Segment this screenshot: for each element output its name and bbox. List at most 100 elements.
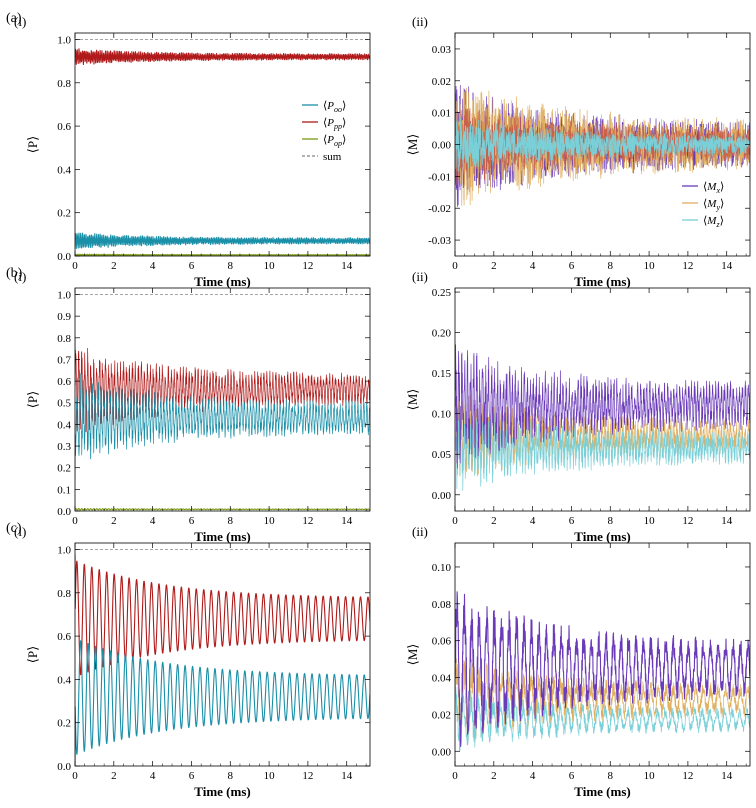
series-line-P_op — [75, 507, 370, 511]
x-tick-label: 4 — [150, 260, 156, 272]
y-tick-label: 0.25 — [432, 287, 452, 299]
y-tick-label: 0.06 — [432, 636, 452, 648]
x-tick-label: 14 — [721, 260, 733, 272]
y-tick-label: 0.0 — [57, 251, 71, 263]
y-tick-label: 0.2 — [57, 718, 71, 730]
x-tick-label: 10 — [264, 770, 276, 782]
x-tick-label: 2 — [111, 515, 117, 527]
x-tick-label: 4 — [530, 515, 536, 527]
x-tick-label: 0 — [452, 515, 458, 527]
y-tick-label: 0.9 — [57, 311, 71, 323]
x-tick-label: 10 — [644, 770, 656, 782]
row-label: (a) — [6, 11, 22, 26]
x-tick-label: 4 — [530, 770, 536, 782]
legend-label: ⟨My⟩ — [703, 198, 724, 212]
x-tick-label: 14 — [721, 770, 733, 782]
series-line-M_z — [455, 405, 750, 492]
y-axis-label: ⟨M⟩ — [405, 134, 420, 156]
y-tick-label: 0.7 — [57, 354, 71, 366]
y-tick-label: -0.03 — [428, 235, 451, 247]
chart-b-ii: 0 2 4 6 8 10 12 14 0.00 0.05 0.10 0.15 0.20 0.25 Time … — [405, 287, 751, 544]
y-tick-label: 0.6 — [57, 121, 71, 133]
x-tick-label: 0 — [72, 260, 78, 272]
plot-frame — [454, 287, 751, 512]
x-tick-label: 14 — [341, 515, 353, 527]
x-tick-label: 6 — [569, 515, 575, 527]
legend-label: ⟨Pop⟩ — [323, 134, 346, 148]
x-axis-label: Time (ms) — [574, 529, 630, 544]
chart-c-ii: 0 2 4 6 8 10 12 14 0.00 0.02 0.04 0.06 0.08 0.10 Time … — [405, 542, 751, 799]
row-label: (b) — [6, 266, 23, 281]
x-tick-label: 10 — [644, 260, 656, 272]
x-tick-label: 12 — [682, 260, 693, 272]
x-tick-label: 12 — [682, 515, 693, 527]
y-tick-label: -0.01 — [428, 171, 451, 183]
x-tick-label: 6 — [189, 515, 195, 527]
y-axis-label: ⟨P⟩ — [25, 136, 40, 153]
series-line-M_z — [455, 686, 750, 752]
series-line-M_x — [455, 591, 750, 747]
series-group — [455, 85, 750, 208]
x-tick-label: 8 — [608, 260, 614, 272]
chart-c-i: 0 2 4 6 8 10 12 14 0.0 0.2 0.4 0.6 0.8 1.0 Time (ms) ⟨P… — [25, 542, 371, 799]
chart-b-i: 0 2 4 6 8 10 12 14 0.0 0.1 0.2 0.3 0.4 0.5 0.6 0.7 0.8 0.… — [25, 287, 371, 544]
x-tick-label: 12 — [302, 770, 313, 782]
y-tick-label: 0.4 — [57, 419, 71, 431]
x-tick-label: 10 — [264, 260, 276, 272]
y-tick-label: 0.0 — [57, 761, 71, 773]
x-tick-label: 10 — [264, 515, 276, 527]
panel-label-right: (ii) — [412, 269, 428, 284]
chart-a-ii: 0 2 4 6 8 10 12 14 -0.03 -0.02 -0.01 0.00 0.01 0.02 0.… — [405, 32, 751, 289]
x-tick-label: 14 — [341, 770, 353, 782]
x-tick-label: 0 — [452, 770, 458, 782]
y-tick-label: 0.04 — [432, 673, 452, 685]
x-tick-label: 2 — [491, 515, 497, 527]
y-tick-label: 0.00 — [432, 490, 452, 502]
x-tick-label: 2 — [111, 770, 117, 782]
series-group — [75, 549, 370, 766]
y-tick-label: 0.02 — [432, 709, 451, 721]
series-line-M_x — [455, 344, 750, 469]
x-tick-label: 12 — [682, 770, 693, 782]
panel-label-right: (ii) — [412, 524, 428, 539]
y-tick-label: 0.2 — [57, 463, 71, 475]
y-tick-label: 0.8 — [57, 588, 71, 600]
y-tick-label: 1.0 — [57, 289, 71, 301]
x-tick-label: 6 — [189, 770, 195, 782]
plot-frame — [454, 542, 751, 767]
y-tick-label: 0.08 — [432, 599, 452, 611]
x-tick-label: 4 — [150, 515, 156, 527]
series-group — [75, 294, 370, 511]
x-tick-label: 6 — [569, 260, 575, 272]
chart-a-i: 0 2 4 6 8 10 12 14 0.0 0.2 0.4 0.6 0.8 1.0 Time (ms) ⟨P… — [25, 32, 371, 289]
x-axis-label: Time (ms) — [574, 784, 630, 799]
x-tick-label: 2 — [491, 260, 497, 272]
series-line-P_op — [75, 253, 370, 256]
series-line-P_pp — [75, 48, 370, 65]
legend: ⟨Mx⟩ ⟨My⟩ ⟨Mz⟩ — [682, 181, 724, 229]
x-axis-label: Time (ms) — [194, 529, 250, 544]
x-tick-label: 8 — [228, 770, 234, 782]
row-label: (c) — [6, 521, 22, 536]
x-tick-label: 4 — [150, 770, 156, 782]
x-tick-label: 8 — [608, 770, 614, 782]
x-axis-label: Time (ms) — [574, 274, 630, 289]
series-line-P_oo — [75, 640, 370, 766]
series-group — [455, 344, 750, 492]
series-line-M_y — [455, 394, 750, 477]
y-tick-label: 0.20 — [432, 328, 452, 340]
y-tick-label: 0.10 — [432, 562, 452, 574]
y-tick-label: 0.2 — [57, 208, 71, 220]
x-tick-label: 12 — [302, 515, 313, 527]
series-group — [75, 39, 370, 256]
y-tick-label: 0.00 — [432, 140, 452, 152]
y-tick-label: 0.5 — [57, 398, 71, 410]
x-tick-label: 0 — [72, 770, 78, 782]
y-tick-label: 0.4 — [57, 164, 71, 176]
panel-label-left: (i) — [14, 14, 26, 29]
y-axis-label: ⟨M⟩ — [405, 644, 420, 666]
legend-label: ⟨Mx⟩ — [703, 181, 724, 195]
x-axis-label: Time (ms) — [194, 274, 250, 289]
series-line-P_oo — [75, 232, 370, 250]
